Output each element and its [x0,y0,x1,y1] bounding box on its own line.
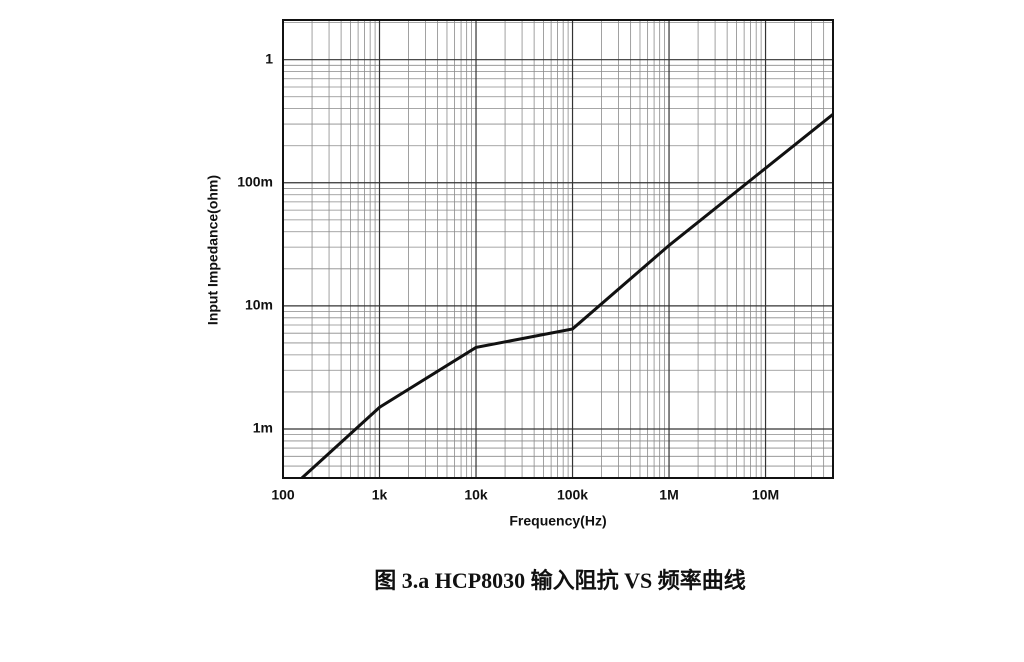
x-tick-label: 100 [271,487,295,503]
x-axis-label: Frequency(Hz) [509,513,606,529]
x-tick-label: 10M [752,487,779,503]
y-tick-label: 1m [253,420,273,436]
x-tick-label: 1M [659,487,678,503]
x-tick-label: 10k [464,487,488,503]
y-tick-label: 100m [237,173,273,189]
plot-frame [282,19,834,479]
x-tick-label: 100k [557,487,588,503]
x-tick-label: 1k [372,487,388,503]
y-tick-label: 1 [265,50,273,66]
y-tick-label: 10m [245,297,273,313]
caption: 图 3.a HCP8030 输入阻抗 VS 频率曲线 [374,568,746,593]
line-series [300,113,834,480]
y-axis-label: Input Impedance(ohm) [205,175,221,325]
